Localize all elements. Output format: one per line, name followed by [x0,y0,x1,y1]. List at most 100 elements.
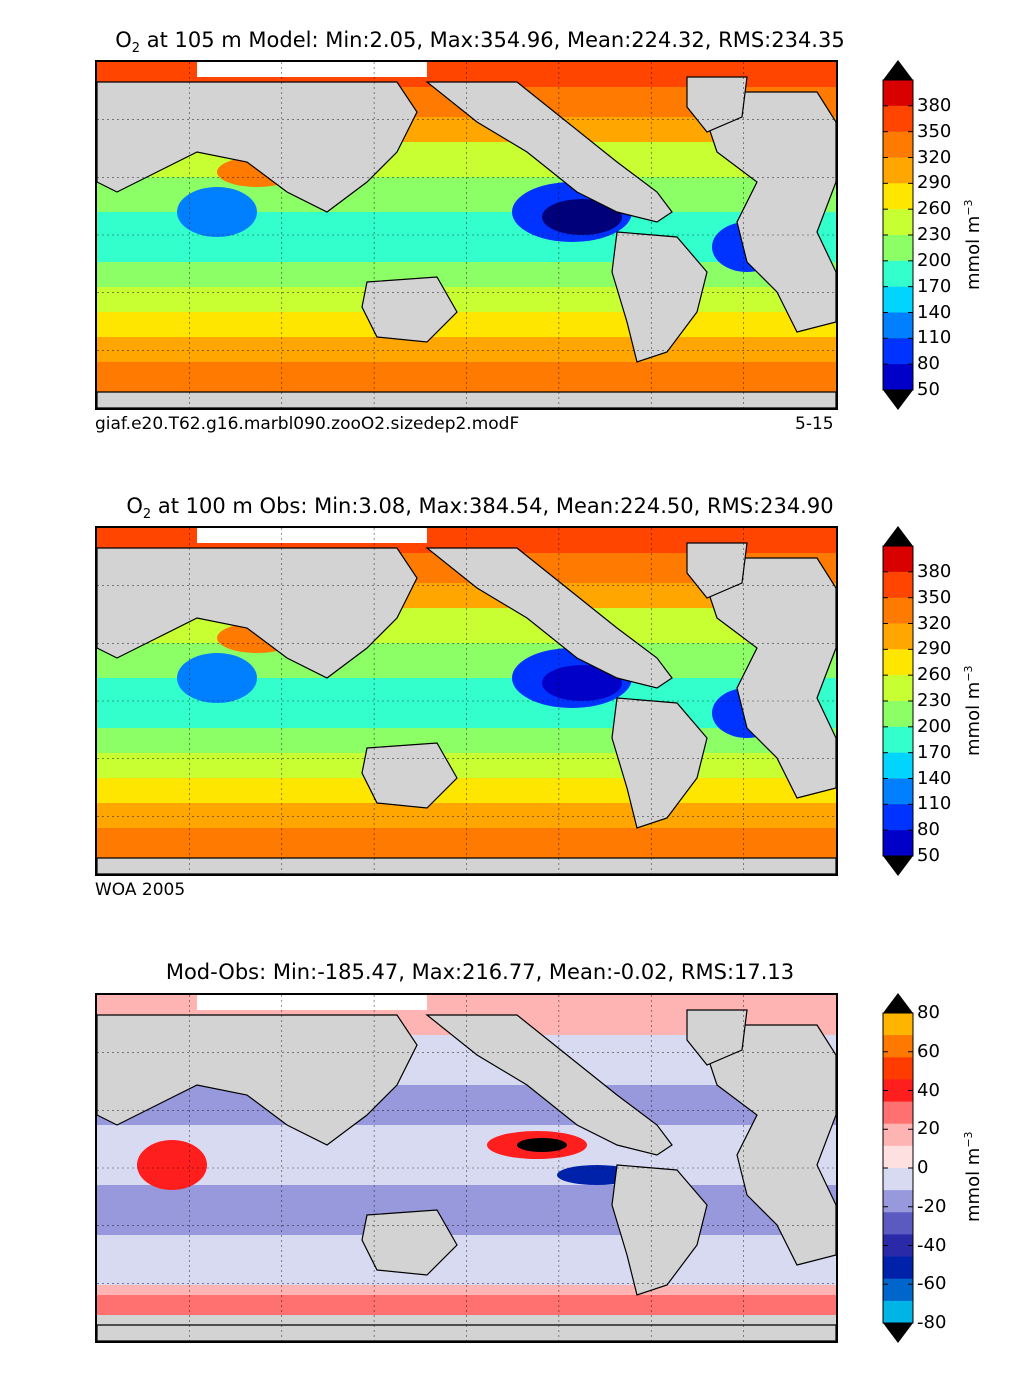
colorbar-tick-label: -80 [917,1312,947,1333]
colorbar-tick-label: 170 [917,741,952,763]
colorbar-tick-label: 80 [917,1002,940,1023]
land-mass [425,1014,673,1156]
colorbar-tick-label: 20 [917,1118,940,1140]
colorbar-bin [883,546,913,573]
colorbar-extend-min [883,390,913,410]
land-mass [97,81,418,213]
obs-map-plot [97,528,836,874]
diff-title: Mod-Obs: Min:-185.47, Max:216.77, Mean:-… [165,960,795,984]
land-mass [686,1009,748,1066]
colorbar-tick-label: 290 [917,638,952,660]
colorbar-bin [883,312,913,339]
land-mass [696,91,836,333]
land-mass [611,697,708,829]
land-mass [97,1324,836,1341]
land-mass [611,231,708,363]
colorbar-tick-label: -40 [917,1234,947,1256]
model-colorbar [882,60,914,410]
colorbar-tick-label: 60 [917,1040,940,1062]
colorbar-tick-label: 50 [917,379,940,400]
colorbar-bin [883,1256,913,1280]
obs-title: O2 at 100 m Obs: Min:3.08, Max:384.54, M… [126,494,834,523]
colorbar-tick-label: 200 [917,715,952,737]
colorbar-tick-label: 140 [917,301,952,323]
colorbar-bin [883,1278,913,1302]
colorbar-tick-label: 140 [917,767,952,789]
colorbar-bin [883,1190,913,1213]
obs-panel: O2 at 100 m Obs: Min:3.08, Max:384.54, M… [0,0,1022,900]
colorbar-tick-label: 80 [917,353,940,375]
colorbar-tick-label: 380 [917,560,952,582]
colorbar-bin [883,675,913,702]
obs-colorbar-unit: mmol m−3 [962,665,984,756]
colorbar-bin [883,1145,913,1169]
colorbar-bin [883,623,913,650]
colorbar-bin [883,1234,913,1258]
colorbar-bin [883,235,913,262]
obs-caption-source: WOA 2005 [95,880,186,900]
diff-colorbar-svg [882,993,914,1343]
colorbar-bin [883,183,913,210]
colorbar-bin [883,804,913,831]
colorbar-bin [883,157,913,184]
obs-colorbar-svg [882,526,914,876]
colorbar-bin [883,571,913,599]
model-map-plot [97,62,836,408]
land-mass [97,857,836,874]
colorbar-tick-label: 230 [917,690,952,711]
colorbar-bin [883,209,913,236]
colorbar-tick-label: 200 [917,249,952,271]
colorbar-tick-label: 40 [917,1079,940,1101]
diff-map [95,993,838,1343]
colorbar-bin [883,701,913,728]
colorbar-tick-label: 0 [917,1157,929,1178]
diff-map-plot [97,995,836,1341]
colorbar-bin [883,752,913,779]
colorbar-tick-label: 50 [917,845,940,866]
model-title: O2 at 105 m Model: Min:2.05, Max:354.96,… [115,28,845,57]
land-mass [696,557,836,799]
diff-indian-pos [137,1140,207,1190]
omz-arabian-sea [177,187,257,237]
colorbar-tick-label: 110 [917,327,952,349]
colorbar-bin [883,338,913,365]
sea-ice [197,995,427,1010]
colorbar-tick-label: 350 [917,586,952,608]
colorbar-tick-label: 260 [917,664,952,686]
land-mass [686,76,748,133]
colorbar-extend-max [883,526,913,546]
colorbar-bin [883,105,913,133]
colorbar-tick-label: 380 [917,94,952,116]
diff-colorbar [882,993,914,1343]
colorbar-tick-label: 290 [917,172,952,194]
omz-arabian-sea [177,653,257,703]
land-mass [425,81,673,223]
land-mass [361,276,458,343]
model-colorbar-svg [882,60,914,410]
obs-map [95,526,838,876]
obs-colorbar [882,526,914,876]
colorbar-bin [883,1300,913,1324]
colorbar-bin [883,649,913,676]
diff-panel: Mod-Obs: Min:-185.47, Max:216.77, Mean:-… [0,0,1022,1343]
colorbar-bin [883,364,913,391]
colorbar-bin [883,597,913,624]
land-mass [686,542,748,599]
colorbar-tick-label: 260 [917,198,952,220]
colorbar-bin [883,260,913,288]
colorbar-tick-label: 350 [917,120,952,142]
diff-colorbar-unit: mmol m−3 [962,1131,984,1222]
colorbar-bin [883,286,913,313]
colorbar-bin [883,1035,913,1058]
land-mass [97,547,418,679]
colorbar-extend-max [883,993,913,1013]
diff-eq-pacific-core [517,1138,567,1152]
colorbar-bin [883,778,913,805]
colorbar-tick-label: 320 [917,146,952,168]
omz-east-pacific [542,665,622,701]
colorbar-bin [883,1212,913,1235]
model-panel: O2 at 105 m Model: Min:2.05, Max:354.96,… [0,0,1022,458]
model-caption-years: 5-15 [795,414,834,434]
land-mass [361,1209,458,1276]
colorbar-bin [883,1168,913,1191]
